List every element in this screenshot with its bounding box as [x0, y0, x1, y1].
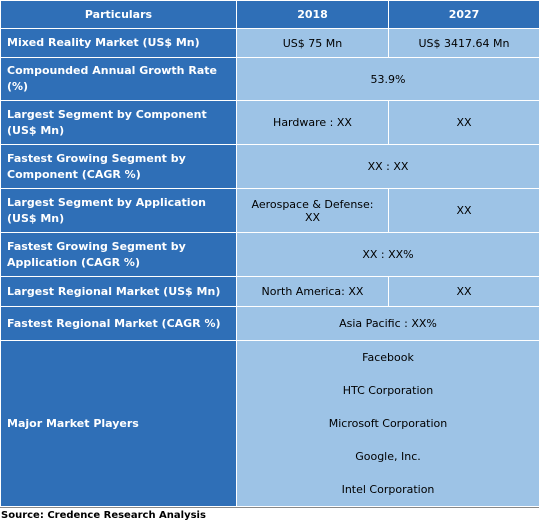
table-row: Fastest Growing Segment by Component (CA…	[1, 145, 539, 189]
player: Microsoft Corporation	[243, 407, 533, 440]
table-row: Largest Regional Market (US$ Mn)North Am…	[1, 277, 539, 307]
value-cell: XX : XX	[237, 145, 539, 189]
row-label: Mixed Reality Market (US$ Mn)	[1, 29, 237, 58]
value-cell: XX	[389, 277, 539, 307]
value-cell: XX	[389, 101, 539, 145]
value-cell: XX	[389, 189, 539, 233]
header-cell: 2018	[237, 1, 389, 29]
table-row: Compounded Annual Growth Rate (%)53.9%	[1, 58, 539, 101]
table-row: Fastest Growing Segment by Application (…	[1, 233, 539, 277]
value-cell: Aerospace & Defense: XX	[237, 189, 389, 233]
row-label: Compounded Annual Growth Rate (%)	[1, 58, 237, 101]
row-label: Fastest Regional Market (CAGR %)	[1, 307, 237, 341]
player: Facebook	[243, 341, 533, 374]
row-label: Fastest Growing Segment by Component (CA…	[1, 145, 237, 189]
player: HTC Corporation	[243, 374, 533, 407]
header-cell: Particulars	[1, 1, 237, 29]
value-cell: 53.9%	[237, 58, 539, 101]
player: Intel Corporation	[243, 473, 533, 506]
value-cell: Asia Pacific : XX%	[237, 307, 539, 341]
value-cell: XX : XX%	[237, 233, 539, 277]
row-label: Fastest Growing Segment by Application (…	[1, 233, 237, 277]
player: Google, Inc.	[243, 440, 533, 473]
table-row: Largest Segment by Component (US$ Mn)Har…	[1, 101, 539, 145]
row-label: Largest Regional Market (US$ Mn)	[1, 277, 237, 307]
value-cell: US$ 3417.64 Mn	[389, 29, 539, 58]
table-row: Largest Segment by Application (US$ Mn)A…	[1, 189, 539, 233]
header-cell: 2027	[389, 1, 539, 29]
table-row: Fastest Regional Market (CAGR %)Asia Pac…	[1, 307, 539, 341]
source-note: Source: Credence Research Analysis	[0, 507, 539, 523]
row-label: Major Market Players	[1, 341, 237, 507]
row-label: Largest Segment by Component (US$ Mn)	[1, 101, 237, 145]
value-cell: North America: XX	[237, 277, 389, 307]
value-cell: Hardware : XX	[237, 101, 389, 145]
value-cell: US$ 75 Mn	[237, 29, 389, 58]
row-label: Largest Segment by Application (US$ Mn)	[1, 189, 237, 233]
